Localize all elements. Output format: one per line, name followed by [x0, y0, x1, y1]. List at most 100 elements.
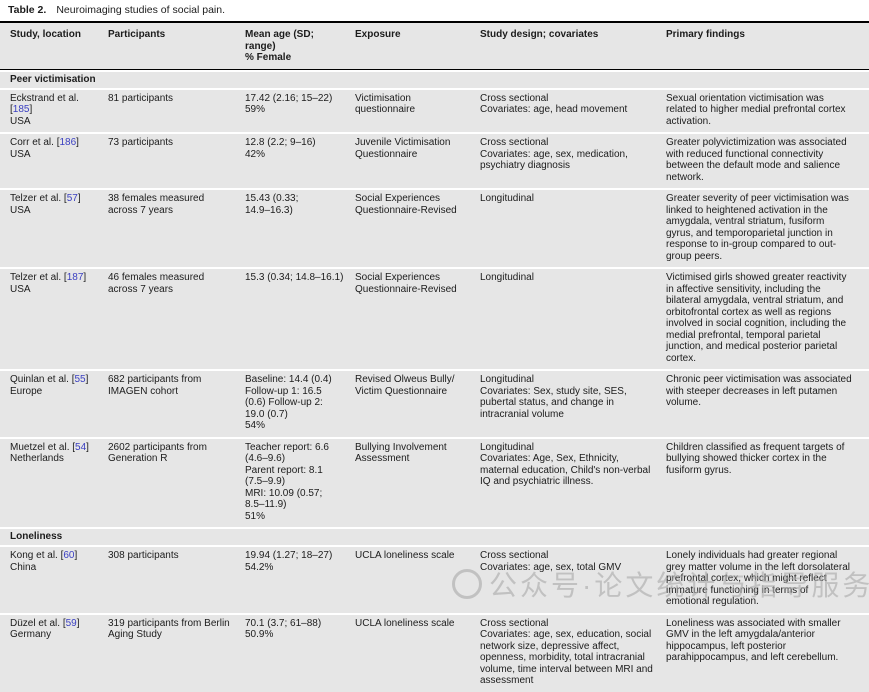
cell-mean-age: 15.3 (0.34; 14.8–16.1) — [245, 272, 344, 283]
table-row: Düzel et al. [59] Germany 319 participan… — [0, 614, 869, 692]
reference-citation: [55] — [71, 374, 89, 385]
cell-study-location: Eckstrand et al. [185] USA — [10, 90, 108, 133]
reference-number-link[interactable]: 57 — [66, 193, 78, 204]
study-name: Kong et al. — [10, 550, 58, 561]
cell-mean-age: 12.8 (2.2; 9–16) 42% — [245, 137, 316, 160]
reference-citation: [185] — [10, 104, 33, 115]
cell-study-design: Longitudinal — [480, 272, 534, 283]
section-header-peer-victimisation: Peer victimisation — [0, 71, 869, 88]
cell-study-location: Quinlan et al. [55] Europe — [10, 371, 108, 437]
cell-mean-age: 70.1 (3.7; 61–88) 50.9% — [245, 617, 322, 641]
cell-study-design: Cross sectional Covariates: age, sex, me… — [480, 137, 628, 171]
caption-rule — [0, 21, 869, 23]
col-header-primary-findings: Primary findings — [666, 29, 745, 40]
reference-citation: [187] — [63, 272, 87, 283]
reference-citation: [186] — [56, 137, 79, 148]
reference-citation: [57] — [63, 193, 81, 204]
cell-primary-findings: Victimised girls showed greater reactivi… — [666, 272, 847, 364]
reference-number-link[interactable]: 59 — [65, 617, 77, 629]
reference-number-link[interactable]: 187 — [66, 272, 84, 283]
cell-exposure: Victimisation questionnaire — [355, 92, 416, 116]
study-location: USA — [10, 148, 31, 160]
cell-primary-findings: Lonely individuals had greater regional … — [666, 550, 850, 607]
reference-number-link[interactable]: 55 — [74, 374, 86, 385]
study-location: China — [10, 561, 37, 573]
cell-study-design: Longitudinal Covariates: Sex, study site… — [480, 374, 627, 420]
study-name: Eckstrand et al. — [10, 92, 79, 104]
cell-study-design: Longitudinal — [480, 193, 534, 204]
study-location: Europe — [10, 385, 43, 397]
reference-number-link[interactable]: 54 — [75, 441, 87, 453]
cell-exposure: Revised Olweus Bully/ Victim Questionnai… — [355, 374, 455, 397]
table-row: Quinlan et al. [55] Europe 682 participa… — [0, 371, 869, 437]
study-name: Muetzel et al. — [10, 441, 70, 453]
table-row: Corr et al. [186] USA 73 participants 12… — [0, 134, 869, 188]
table-row: Muetzel et al. [54] Netherlands 2602 par… — [0, 438, 869, 528]
cell-exposure: Social Experiences Questionnaire-Revised — [355, 272, 457, 295]
cell-study-design: Cross sectional Covariates: age, sex, ed… — [480, 617, 653, 687]
cell-participants: 682 participants from IMAGEN cohort — [108, 374, 202, 397]
study-name: Corr et al. — [10, 137, 54, 148]
cell-mean-age: 17.42 (2.16; 15–22) 59% — [245, 92, 333, 116]
cell-exposure: UCLA loneliness scale — [355, 617, 455, 629]
table-row: Eckstrand et al. [185] USA 81 participan… — [0, 89, 869, 133]
reference-number-link[interactable]: 60 — [63, 550, 75, 561]
cell-exposure: Juvenile Victimisation Questionnaire — [355, 137, 451, 160]
cell-exposure: Social Experiences Questionnaire-Revised — [355, 193, 457, 216]
cell-primary-findings: Loneliness was associated with smaller G… — [666, 617, 841, 664]
reference-number-link[interactable]: 185 — [12, 104, 30, 115]
reference-citation: [60] — [60, 550, 78, 561]
study-location: USA — [10, 283, 31, 295]
study-name: Telzer et al. — [10, 193, 62, 204]
cell-study-location: Telzer et al. [187] USA — [10, 269, 108, 369]
cell-exposure: Bullying Involvement Assessment — [355, 441, 447, 465]
reference-number-link[interactable]: 186 — [59, 137, 77, 148]
cell-study-location: Düzel et al. [59] Germany — [10, 615, 108, 692]
cell-study-design: Longitudinal Covariates: Age, Sex, Ethni… — [480, 441, 651, 488]
cell-participants: 81 participants — [108, 92, 174, 104]
col-header-mean-age: Mean age (SD; range) % Female — [245, 29, 314, 63]
cell-primary-findings: Children classified as frequent targets … — [666, 441, 845, 476]
cell-primary-findings: Sexual orientation victimisation was rel… — [666, 92, 846, 127]
cell-study-location: Kong et al. [60] China — [10, 547, 108, 613]
cell-participants: 73 participants — [108, 137, 174, 148]
cell-mean-age: 15.43 (0.33; 14.9–16.3) — [245, 193, 299, 216]
cell-participants: 2602 participants from Generation R — [108, 441, 207, 465]
cell-study-location: Telzer et al. [57] USA — [10, 190, 108, 267]
neuroimaging-studies-table: Study, location Participants Mean age (S… — [0, 23, 869, 692]
table-header-row: Study, location Participants Mean age (S… — [0, 23, 869, 70]
cell-study-design: Cross sectional Covariates: age, head mo… — [480, 92, 628, 116]
study-name: Quinlan et al. — [10, 374, 69, 385]
reference-citation: [59] — [62, 617, 80, 629]
study-location: Germany — [10, 629, 52, 640]
cell-participants: 46 females measured across 7 years — [108, 272, 205, 295]
col-header-participants: Participants — [108, 29, 166, 40]
study-location: USA — [10, 115, 31, 127]
cell-mean-age: 19.94 (1.27; 18–27) 54.2% — [245, 550, 333, 573]
table-row: Kong et al. [60] China 308 participants … — [0, 547, 869, 613]
cell-primary-findings: Chronic peer victimisation was associate… — [666, 374, 852, 408]
table-number: Table 2. — [8, 4, 47, 16]
col-header-study-design: Study design; covariates — [480, 29, 599, 40]
cell-participants: 319 participants from Berlin Aging Study — [108, 617, 230, 641]
cell-study-location: Corr et al. [186] USA — [10, 134, 108, 188]
study-name: Telzer et al. — [10, 272, 62, 283]
cell-exposure: UCLA loneliness scale — [355, 550, 455, 561]
cell-mean-age: Teacher report: 6.6 (4.6–9.6) Parent rep… — [245, 441, 329, 522]
section-header-loneliness: Loneliness — [0, 529, 869, 545]
cell-study-design: Cross sectional Covariates: age, sex, to… — [480, 550, 622, 573]
table-title: Neuroimaging studies of social pain. — [56, 4, 226, 16]
reference-citation: [54] — [72, 441, 89, 453]
study-name: Düzel et al. — [10, 617, 61, 629]
col-header-exposure: Exposure — [355, 29, 401, 40]
col-header-study-location: Study, location — [10, 29, 81, 40]
study-location: Netherlands — [10, 453, 64, 464]
cell-study-location: Muetzel et al. [54] Netherlands — [10, 439, 108, 528]
cell-mean-age: Baseline: 14.4 (0.4) Follow-up 1: 16.5 (… — [245, 374, 332, 431]
cell-primary-findings: Greater polyvictimization was associated… — [666, 137, 847, 183]
cell-participants: 38 females measured across 7 years — [108, 193, 205, 216]
table-caption: Table 2. Neuroimaging studies of social p… — [0, 0, 869, 21]
cell-primary-findings: Greater severity of peer victimisation w… — [666, 193, 849, 262]
cell-participants: 308 participants — [108, 550, 179, 561]
study-location: USA — [10, 204, 31, 216]
